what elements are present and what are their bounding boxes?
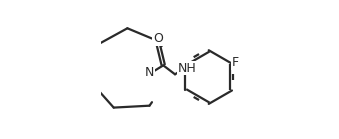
Text: O: O bbox=[153, 32, 163, 45]
Text: NH: NH bbox=[177, 62, 196, 75]
Text: N: N bbox=[145, 66, 154, 80]
Text: F: F bbox=[232, 56, 239, 69]
